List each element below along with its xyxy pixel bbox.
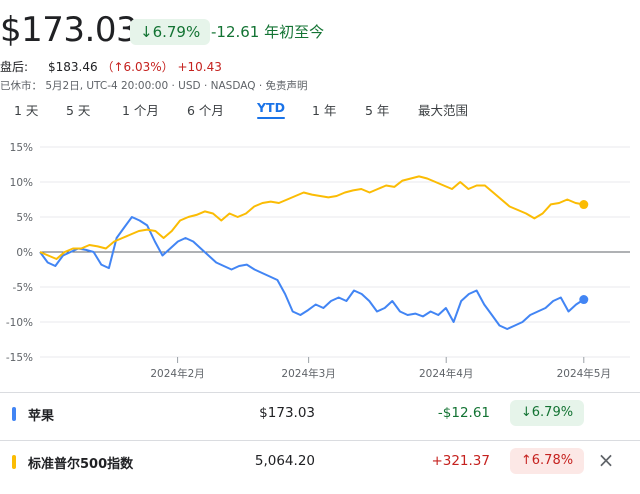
ytd-change-text: -12.61 年初至今 — [211, 23, 325, 41]
y-tick-label: 5% — [16, 212, 33, 224]
after-hours-change: +10.43 — [177, 60, 222, 74]
comparison-row-sp500: 标准普尔500指数 5,064.20 +321.37 ↑6.78% × — [0, 443, 640, 483]
series-line-sp500 — [39, 175, 584, 260]
series-name: 苹果 — [28, 409, 55, 424]
series-line-apple — [39, 216, 585, 330]
after-hours-label: 盘后: — [0, 60, 29, 74]
x-tick-label: 2024年5月 — [557, 367, 611, 380]
tab-6m[interactable]: 6 个月 — [187, 103, 224, 118]
y-tick-label: -15% — [6, 352, 33, 364]
remove-comparison-close-icon[interactable]: × — [597, 448, 615, 472]
ytd-comparison-chart[interactable]: 15% 10% 5% 0% -5% -10% -15% 2024年2月 2024年3月 2024年… — [0, 135, 640, 385]
stock-price: $173.03 — [0, 10, 138, 50]
y-tick-label: -5% — [13, 282, 33, 294]
range-tabs: 1 天 5 天 1 个月 6 个月 YTD 1 年 5 年 最大范围 — [0, 100, 640, 122]
x-tick-label: 2024年4月 — [419, 367, 473, 380]
y-tick-label: 0% — [16, 247, 33, 259]
comparison-row-apple: 苹果 $173.03 -$12.61 ↓6.79% — [0, 395, 640, 435]
ytd-change-badge: ↓6.79% — [130, 19, 211, 45]
series-change: +321.37 — [431, 453, 490, 469]
tab-ytd[interactable]: YTD — [257, 100, 285, 119]
market-meta: 已休市： 5月2日, UTC-4 20:00:00 · USD · NASDAQ… — [0, 80, 308, 92]
series-color-marker — [12, 455, 16, 469]
tab-1m[interactable]: 1 个月 — [122, 103, 159, 118]
x-tick-label: 2024年2月 — [150, 367, 204, 380]
series-pct-badge: ↑6.78% — [510, 448, 584, 474]
series-color-marker — [12, 407, 16, 421]
after-hours-pct: （↑6.03%） — [101, 60, 174, 74]
after-hours-price: $183.46 — [48, 60, 98, 74]
divider — [0, 440, 640, 441]
tab-1y[interactable]: 1 年 — [312, 103, 337, 118]
series-name: 标准普尔500指数 — [28, 457, 134, 472]
tab-5d[interactable]: 5 天 — [66, 103, 91, 118]
y-tick-label: 10% — [10, 177, 33, 189]
series-endpoint-apple — [579, 295, 589, 305]
divider — [0, 392, 640, 393]
after-hours-value: $183.46 （↑6.03%） +10.43 — [48, 58, 222, 75]
tab-1d[interactable]: 1 天 — [14, 103, 39, 118]
series-value: $173.03 — [259, 405, 315, 421]
after-hours-row: 盘后: $183.46 （↑6.03%） +10.43 — [0, 58, 222, 75]
x-tick-label: 2024年3月 — [281, 367, 335, 380]
series-pct-badge: ↓6.79% — [510, 400, 584, 426]
series-change: -$12.61 — [437, 405, 490, 421]
series-endpoint-sp500 — [579, 200, 589, 210]
tab-5y[interactable]: 5 年 — [365, 103, 390, 118]
series-value: 5,064.20 — [254, 453, 315, 469]
y-tick-label: 15% — [10, 142, 33, 154]
tab-max[interactable]: 最大范围 — [418, 103, 469, 118]
y-tick-label: -10% — [6, 317, 33, 329]
